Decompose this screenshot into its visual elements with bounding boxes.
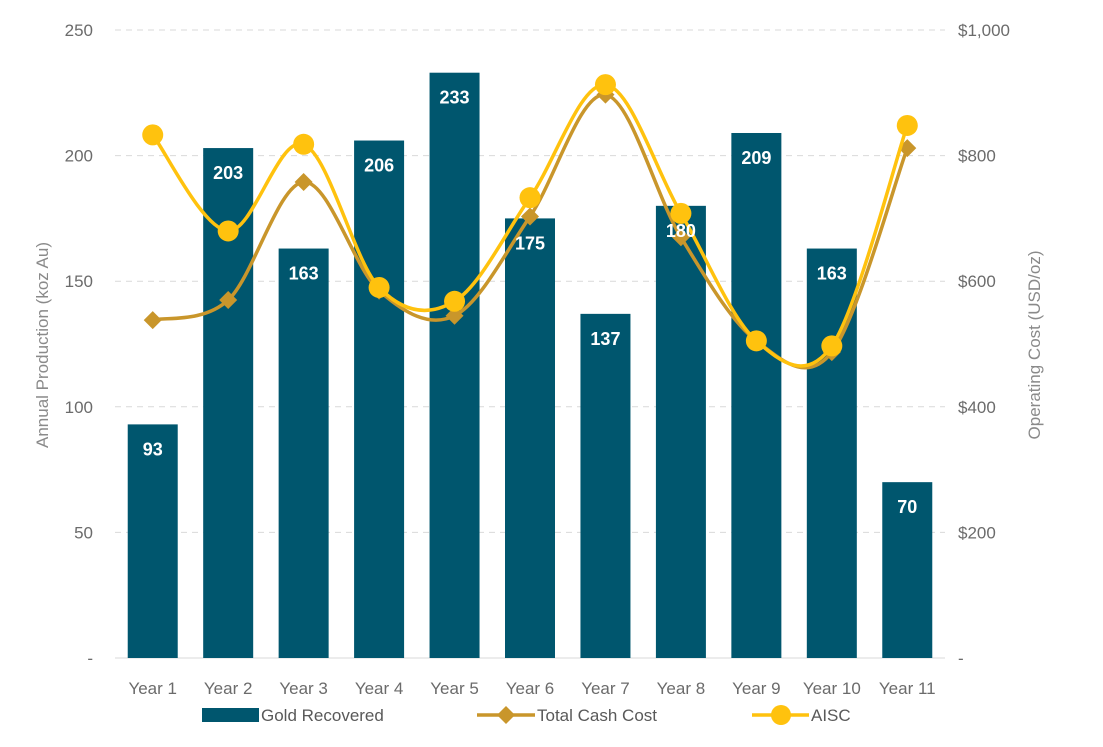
bar-year-8	[655, 205, 706, 658]
y2-tick-label: $200	[958, 523, 996, 542]
legend-label-aisc: AISC	[811, 706, 851, 725]
y-tick-label: 250	[65, 21, 93, 40]
y2-tick-label: $800	[958, 147, 996, 166]
marker-total-cash-cost	[219, 291, 238, 310]
right-axis-title: Operating Cost (USD/oz)	[1025, 251, 1044, 440]
y2-tick-label: $1,000	[958, 21, 1010, 40]
x-tick-label: Year 2	[204, 679, 253, 698]
left-axis-ticks: - 50 100 150 200 250	[65, 21, 93, 668]
bar-data-labels: 93 203 163 206 233 175 137 180 209 163 70	[143, 88, 918, 517]
bar-value-label: 93	[143, 439, 163, 459]
bar-value-label: 137	[590, 329, 620, 349]
marker-total-cash-cost	[671, 228, 690, 247]
bar-year-11	[882, 482, 933, 658]
marker-aisc	[293, 133, 315, 155]
line-aisc	[151, 82, 909, 368]
y2-tick-label: $600	[958, 272, 996, 291]
bar-year-1	[127, 424, 178, 658]
marker-total-cash-cost	[445, 306, 464, 325]
marker-total-cash-cost	[143, 311, 162, 330]
bar-value-label: 163	[289, 264, 319, 284]
y-tick-label: 200	[65, 147, 93, 166]
x-tick-label: Year 3	[279, 679, 328, 698]
marker-aisc	[896, 114, 918, 136]
bar-value-label: 206	[364, 156, 394, 176]
bar-year-6	[505, 218, 555, 658]
marker-aisc	[142, 124, 164, 146]
marker-total-cash-cost	[294, 172, 313, 191]
x-tick-label: Year 6	[506, 679, 555, 698]
legend: Gold Recovered Total Cash Cost AISC	[202, 705, 851, 725]
legend-marker-aisc	[771, 705, 791, 725]
x-tick-label: Year 10	[803, 679, 861, 698]
legend-label-gold-recovered: Gold Recovered	[261, 706, 384, 725]
marker-aisc	[217, 220, 239, 242]
bar-year-9	[731, 132, 782, 658]
marker-aisc	[368, 276, 390, 298]
x-tick-label: Year 11	[879, 679, 936, 698]
marker-aisc	[519, 187, 541, 209]
marker-aisc	[670, 202, 692, 224]
marker-aisc	[745, 330, 767, 352]
bar-value-label: 209	[741, 148, 771, 168]
bar-value-label: 233	[440, 88, 470, 108]
bar-value-label: 180	[666, 221, 696, 241]
y-tick-label: 100	[65, 398, 93, 417]
y-tick-label: -	[87, 649, 93, 668]
marker-aisc	[444, 290, 466, 312]
line-series	[142, 74, 918, 370]
x-tick-label: Year 9	[732, 679, 781, 698]
bar-value-label: 175	[515, 233, 545, 253]
x-tick-label: Year 1	[128, 679, 177, 698]
legend-swatch-gold-recovered	[202, 708, 259, 722]
bar-year-4	[354, 140, 405, 658]
left-axis-title: Annual Production (koz Au)	[33, 242, 52, 448]
right-axis-ticks: - $200 $400 $600 $800 $1,000	[958, 21, 1010, 668]
marker-aisc	[821, 335, 843, 357]
bar-year-7	[580, 313, 631, 658]
y2-tick-label: -	[958, 649, 964, 668]
legend-label-total-cash-cost: Total Cash Cost	[537, 706, 657, 725]
x-tick-label: Year 5	[430, 679, 479, 698]
y-tick-label: 50	[74, 523, 93, 542]
y-tick-label: 150	[65, 272, 93, 291]
x-tick-label: Year 8	[657, 679, 706, 698]
bar-year-3	[278, 248, 329, 658]
marker-total-cash-cost	[521, 207, 539, 226]
legend-marker-total-cash-cost	[497, 706, 515, 724]
marker-aisc	[594, 74, 616, 96]
x-axis-ticks: Year 1 Year 2 Year 3 Year 4 Year 5 Year 6 Year…	[128, 679, 935, 698]
bar-year-5	[429, 72, 480, 659]
bar-value-label: 70	[897, 497, 917, 517]
bar-value-label: 203	[213, 163, 243, 183]
x-tick-label: Year 7	[581, 679, 630, 698]
y2-tick-label: $400	[958, 398, 996, 417]
x-tick-label: Year 4	[355, 679, 404, 698]
bar-value-label: 163	[817, 264, 847, 284]
